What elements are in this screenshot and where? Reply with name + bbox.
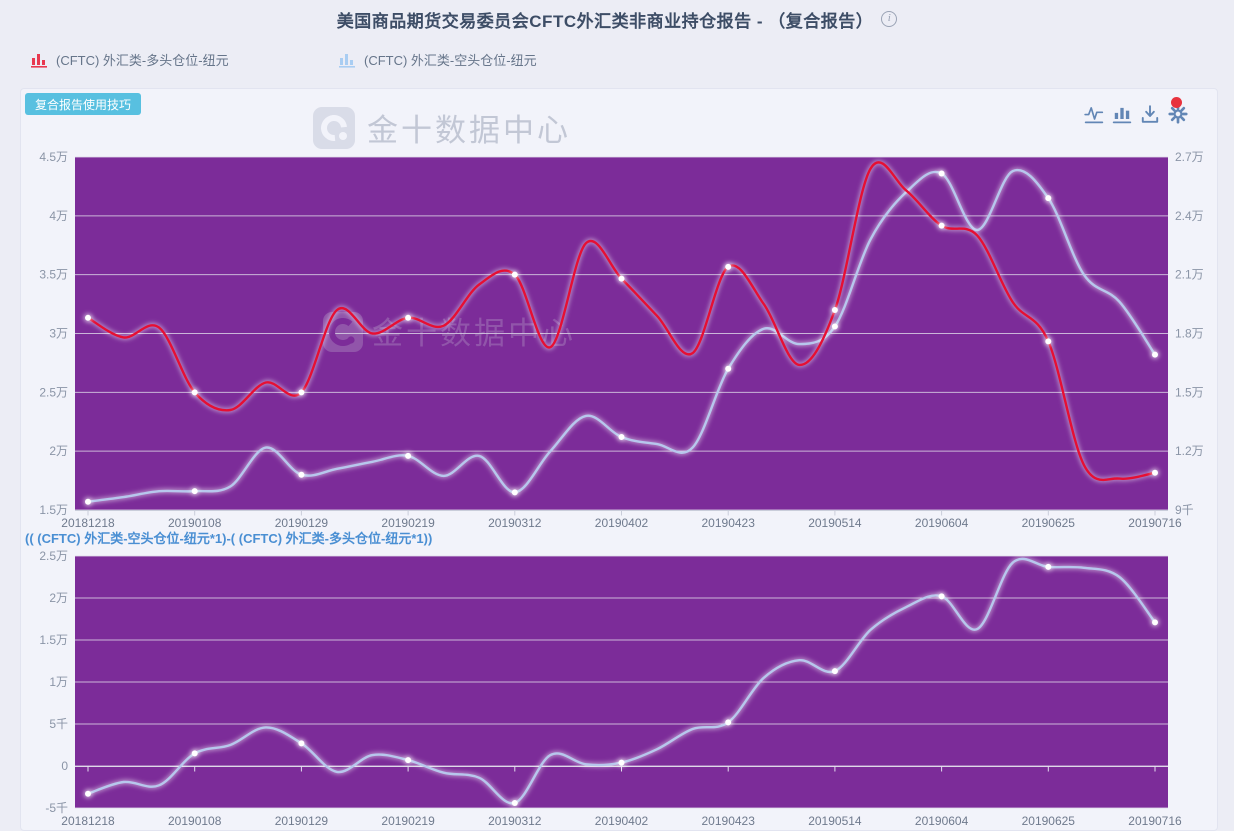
data-point-marker[interactable] (85, 498, 91, 505)
data-point-marker[interactable] (191, 488, 198, 495)
y-axis-label-left: 0 (61, 759, 68, 773)
data-point-marker[interactable] (938, 170, 945, 177)
x-axis-label: 20181218 (61, 814, 115, 828)
x-axis-label: 20190402 (595, 516, 649, 530)
y-axis-label-left: 3.5万 (39, 268, 68, 282)
watermark-logo-dot (347, 336, 355, 344)
data-point-marker[interactable] (191, 389, 198, 396)
x-axis-label: 20190604 (915, 814, 969, 828)
data-point-marker[interactable] (1152, 351, 1158, 358)
x-axis-label: 20190108 (168, 516, 222, 530)
x-axis-label: 20190716 (1128, 814, 1182, 828)
y-axis-label-left: 5千 (49, 717, 68, 731)
y-axis-label-left: -5千 (45, 801, 68, 815)
y-axis-label-left: 1万 (49, 675, 68, 689)
y-axis-label-left: 3万 (49, 327, 68, 341)
data-point-marker[interactable] (511, 271, 518, 278)
legend-item-short[interactable]: (CFTC) 外汇类-空头仓位-纽元 (338, 50, 537, 69)
derived-series-formula: (( (CFTC) 外汇类-空头仓位-纽元*1)-( (CFTC) 外汇类-多头… (25, 531, 433, 546)
data-point-marker[interactable] (1045, 195, 1052, 202)
y-axis-label-left: 2.5万 (39, 385, 68, 399)
data-point-marker[interactable] (938, 222, 945, 229)
x-axis-label: 20190108 (168, 814, 222, 828)
x-axis-label: 20190402 (595, 814, 649, 828)
data-point-marker[interactable] (725, 365, 732, 372)
x-axis-label: 20190312 (488, 516, 542, 530)
data-point-marker[interactable] (618, 434, 625, 441)
x-axis-label: 20190716 (1128, 516, 1182, 530)
y-axis-label-left: 4.5万 (39, 150, 68, 164)
notification-badge (1171, 97, 1182, 108)
y-axis-label-right: 1.5万 (1175, 385, 1204, 399)
x-axis-label: 20181218 (61, 516, 115, 530)
x-axis-label: 20190625 (1022, 516, 1076, 530)
chart-toolbar (1084, 104, 1188, 124)
x-axis-label: 20190312 (488, 814, 542, 828)
legend-label-short: (CFTC) 外汇类-空头仓位-纽元 (364, 53, 537, 68)
y-axis-label-right: 9千 (1175, 503, 1194, 517)
info-icon[interactable]: i (881, 11, 898, 27)
data-point-marker[interactable] (298, 740, 305, 747)
y-axis-label-right: 1.8万 (1175, 327, 1204, 341)
data-point-marker[interactable] (191, 750, 198, 757)
data-point-marker[interactable] (405, 757, 412, 764)
data-point-marker[interactable] (511, 799, 518, 806)
data-point-marker[interactable] (1152, 619, 1158, 626)
series-line-short[interactable] (86, 168, 1157, 503)
data-point-marker[interactable] (831, 306, 838, 313)
data-point-marker[interactable] (85, 314, 91, 321)
x-axis-label: 20190219 (381, 814, 435, 828)
legend-label-long: (CFTC) 外汇类-多头仓位-纽元 (56, 53, 229, 68)
data-point-marker[interactable] (618, 759, 625, 766)
x-axis-label: 20190129 (275, 516, 329, 530)
data-point-marker[interactable] (1045, 338, 1052, 345)
data-point-marker[interactable] (725, 263, 732, 270)
data-point-marker[interactable] (831, 668, 838, 675)
y-axis-label-right: 2.7万 (1175, 150, 1204, 164)
data-point-marker[interactable] (298, 471, 305, 478)
x-axis-label: 20190423 (702, 516, 756, 530)
x-axis-label: 20190625 (1022, 814, 1076, 828)
gear-icon[interactable] (1168, 104, 1188, 124)
realtime-line-icon[interactable] (1084, 104, 1104, 124)
data-point-marker[interactable] (85, 790, 91, 797)
y-axis-label-right: 2.1万 (1175, 268, 1204, 282)
bar-chart-icon (339, 53, 355, 68)
data-point-marker[interactable] (1045, 563, 1052, 570)
x-axis-label: 20190129 (275, 814, 329, 828)
legend-item-long[interactable]: (CFTC) 外汇类-多头仓位-纽元 (30, 50, 229, 69)
bar-chart-icon (31, 53, 47, 68)
y-axis-label-left: 2万 (49, 444, 68, 458)
x-axis-label: 20190423 (702, 814, 756, 828)
download-icon[interactable] (1140, 104, 1160, 124)
y-axis-label-left: 1.5万 (39, 503, 68, 517)
data-point-marker[interactable] (405, 452, 412, 459)
data-point-marker[interactable] (831, 323, 838, 330)
data-point-marker[interactable] (405, 314, 412, 321)
y-axis-label-right: 2.4万 (1175, 209, 1204, 223)
page-title: 美国商品期货交易委员会CFTC外汇类非商业持仓报告 - （复合报告） (336, 11, 874, 31)
y-axis-label-left: 2万 (49, 591, 68, 605)
x-axis-label: 20190219 (381, 516, 435, 530)
data-point-marker[interactable] (618, 275, 625, 282)
x-axis-label: 20190604 (915, 516, 969, 530)
series-line-long[interactable] (86, 161, 1157, 482)
data-point-marker[interactable] (298, 389, 305, 396)
title-bar: 美国商品期货交易委员会CFTC外汇类非商业持仓报告 - （复合报告） i (0, 0, 1234, 38)
y-axis-label-left: 4万 (49, 209, 68, 223)
data-point-marker[interactable] (938, 593, 945, 600)
data-point-marker[interactable] (1152, 469, 1158, 476)
y-axis-label-left: 1.5万 (39, 633, 68, 647)
legend: (CFTC) 外汇类-多头仓位-纽元 (CFTC) 外汇类-空头仓位-纽元 (0, 50, 1234, 74)
y-axis-label-left: 2.5万 (39, 549, 68, 563)
x-axis-label: 20190514 (808, 516, 862, 530)
x-axis-label: 20190514 (808, 814, 862, 828)
data-point-marker[interactable] (725, 719, 732, 726)
bar-chart-icon[interactable] (1112, 104, 1132, 124)
composite-report-tips-button[interactable]: 复合报告使用技巧 (25, 93, 142, 115)
data-point-marker[interactable] (511, 489, 518, 496)
y-axis-label-right: 1.2万 (1175, 444, 1204, 458)
